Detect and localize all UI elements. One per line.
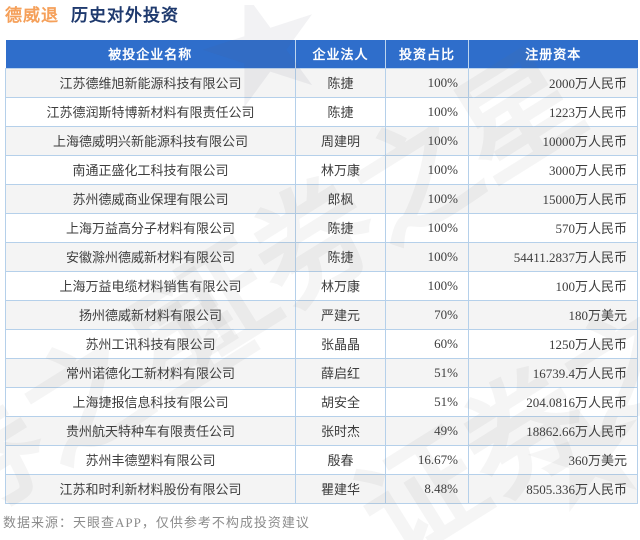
header-investment-ratio: 投资占比: [385, 40, 469, 69]
data-source-note: 数据来源：天眼查APP，仅供参考不构成投资建议: [3, 514, 310, 530]
capital-cell: 3000万人民币: [468, 154, 638, 185]
table-row: 江苏德润斯特博新材料有限责任公司 陈捷 100% 1223万人民币: [5, 96, 638, 127]
company-name-cell: 苏州德威商业保理有限公司: [5, 183, 296, 214]
table-row: 扬州德威新材料有限公司 严建元 70% 180万美元: [5, 299, 638, 330]
page-title: 德威退 历史对外投资: [5, 5, 640, 27]
stock-name: 德威退: [5, 6, 59, 25]
capital-cell: 10000万人民币: [468, 125, 638, 156]
legal-person-cell: 张晶晶: [295, 328, 386, 359]
company-name-cell: 南通正盛化工科技有限公司: [5, 154, 296, 185]
company-name-cell: 安徽滁州德威新材料有限公司: [5, 241, 296, 272]
ratio-cell: 100%: [385, 270, 469, 301]
capital-cell: 570万人民币: [468, 212, 638, 243]
investment-table: 被投企业名称 企业法人 投资占比 注册资本 江苏德维旭新能源科技有限公司 陈捷 10…: [5, 40, 638, 504]
capital-cell: 204.0816万人民币: [468, 386, 638, 417]
legal-person-cell: 瞿建华: [295, 473, 386, 504]
ratio-cell: 49%: [385, 415, 469, 446]
ratio-cell: 70%: [385, 299, 469, 330]
company-name-cell: 上海捷报信息科技有限公司: [5, 386, 296, 417]
legal-person-cell: 郎枫: [295, 183, 386, 214]
legal-person-cell: 薛启红: [295, 357, 386, 388]
legal-person-cell: 周建明: [295, 125, 386, 156]
table-header-row: 被投企业名称 企业法人 投资占比 注册资本: [5, 40, 638, 69]
table-row: 上海万益电缆材料销售有限公司 林万康 100% 100万人民币: [5, 270, 638, 301]
capital-cell: 54411.2837万人民币: [468, 241, 638, 272]
table-row: 安徽滁州德威新材料有限公司 陈捷 100% 54411.2837万人民币: [5, 241, 638, 272]
table-row: 江苏德维旭新能源科技有限公司 陈捷 100% 2000万人民币: [5, 67, 638, 98]
ratio-cell: 100%: [385, 212, 469, 243]
table-row: 苏州德威商业保理有限公司 郎枫 100% 15000万人民币: [5, 183, 638, 214]
ratio-cell: 100%: [385, 154, 469, 185]
investment-table-body: 江苏德维旭新能源科技有限公司 陈捷 100% 2000万人民币 江苏德润斯特博新材料有限…: [5, 67, 638, 504]
company-name-cell: 上海万益电缆材料销售有限公司: [5, 270, 296, 301]
legal-person-cell: 严建元: [295, 299, 386, 330]
legal-person-cell: 陈捷: [295, 212, 386, 243]
table-row: 上海捷报信息科技有限公司 胡安全 51% 204.0816万人民币: [5, 386, 638, 417]
company-name-cell: 江苏德润斯特博新材料有限责任公司: [5, 96, 296, 127]
legal-person-cell: 陈捷: [295, 96, 386, 127]
company-name-cell: 江苏和时利新材料股份有限公司: [5, 473, 296, 504]
company-name-cell: 扬州德威新材料有限公司: [5, 299, 296, 330]
capital-cell: 18862.66万人民币: [468, 415, 638, 446]
capital-cell: 100万人民币: [468, 270, 638, 301]
capital-cell: 15000万人民币: [468, 183, 638, 214]
table-row: 上海德威明兴新能源科技有限公司 周建明 100% 10000万人民币: [5, 125, 638, 156]
ratio-cell: 51%: [385, 386, 469, 417]
table-row: 上海万益高分子材料有限公司 陈捷 100% 570万人民币: [5, 212, 638, 243]
legal-person-cell: 林万康: [295, 270, 386, 301]
table-row: 江苏和时利新材料股份有限公司 瞿建华 8.48% 8505.336万人民币: [5, 473, 638, 504]
section-title: 历史对外投资: [71, 6, 179, 25]
table-row: 常州诺德化工新材料有限公司 薛启红 51% 16739.4万人民币: [5, 357, 638, 388]
table-row: 苏州工讯科技有限公司 张晶晶 60% 1250万人民币: [5, 328, 638, 359]
header-legal-person: 企业法人: [295, 40, 386, 69]
table-row: 贵州航天特种车有限责任公司 张时杰 49% 18862.66万人民币: [5, 415, 638, 446]
capital-cell: 2000万人民币: [468, 67, 638, 98]
legal-person-cell: 林万康: [295, 154, 386, 185]
capital-cell: 180万美元: [468, 299, 638, 330]
ratio-cell: 100%: [385, 96, 469, 127]
capital-cell: 16739.4万人民币: [468, 357, 638, 388]
ratio-cell: 100%: [385, 67, 469, 98]
company-name-cell: 常州诺德化工新材料有限公司: [5, 357, 296, 388]
ratio-cell: 51%: [385, 357, 469, 388]
company-name-cell: 江苏德维旭新能源科技有限公司: [5, 67, 296, 98]
company-name-cell: 上海德威明兴新能源科技有限公司: [5, 125, 296, 156]
capital-cell: 1223万人民币: [468, 96, 638, 127]
company-name-cell: 上海万益高分子材料有限公司: [5, 212, 296, 243]
company-name-cell: 贵州航天特种车有限责任公司: [5, 415, 296, 446]
header-registered-capital: 注册资本: [468, 40, 638, 69]
legal-person-cell: 陈捷: [295, 67, 386, 98]
ratio-cell: 60%: [385, 328, 469, 359]
legal-person-cell: 胡安全: [295, 386, 386, 417]
capital-cell: 1250万人民币: [468, 328, 638, 359]
ratio-cell: 100%: [385, 241, 469, 272]
ratio-cell: 100%: [385, 183, 469, 214]
ratio-cell: 8.48%: [385, 473, 469, 504]
table-row: 南通正盛化工科技有限公司 林万康 100% 3000万人民币: [5, 154, 638, 185]
ratio-cell: 16.67%: [385, 444, 469, 475]
capital-cell: 360万美元: [468, 444, 638, 475]
company-name-cell: 苏州丰德塑料有限公司: [5, 444, 296, 475]
company-name-cell: 苏州工讯科技有限公司: [5, 328, 296, 359]
legal-person-cell: 张时杰: [295, 415, 386, 446]
capital-cell: 8505.336万人民币: [468, 473, 638, 504]
legal-person-cell: 殷春: [295, 444, 386, 475]
legal-person-cell: 陈捷: [295, 241, 386, 272]
ratio-cell: 100%: [385, 125, 469, 156]
header-company-name: 被投企业名称: [5, 40, 296, 69]
table-row: 苏州丰德塑料有限公司 殷春 16.67% 360万美元: [5, 444, 638, 475]
